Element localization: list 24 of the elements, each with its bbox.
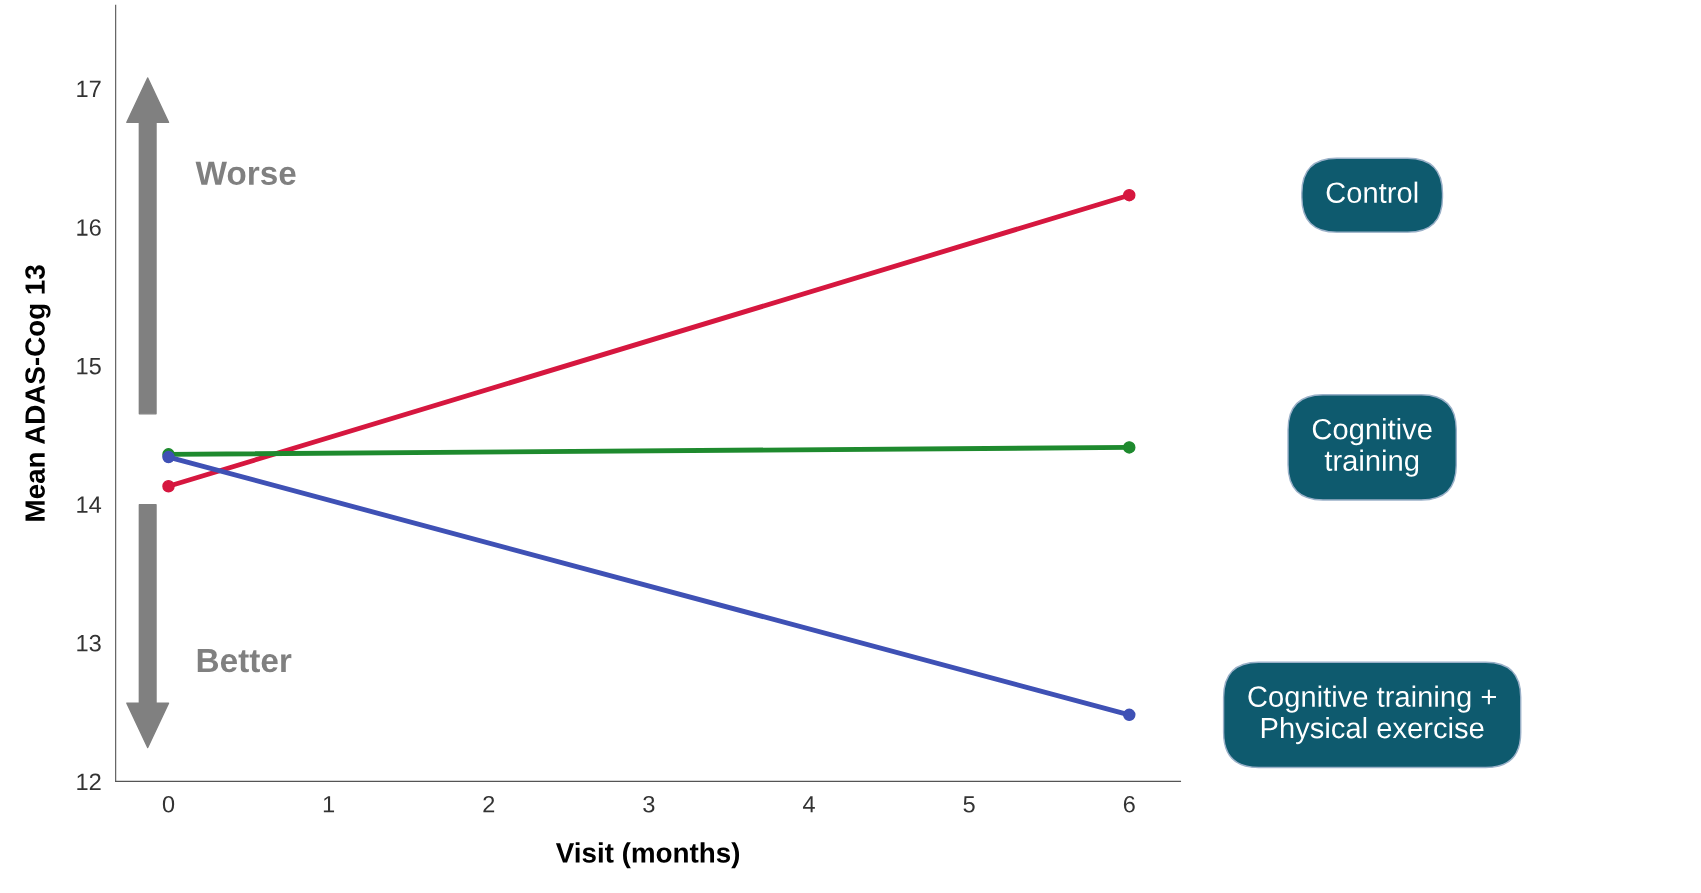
y-tick-label: 13 <box>77 634 101 652</box>
point <box>1123 708 1136 722</box>
x-tick-label: 0 <box>162 795 175 813</box>
x-tick-label: 1 <box>323 796 335 813</box>
x-tick-label: 3 <box>643 795 655 813</box>
y-tick-label: 14 <box>77 496 102 513</box>
y-tick-label: 15 <box>77 357 101 375</box>
y-axis-title: Mean ADAS-Cog 13 <box>25 265 51 521</box>
point <box>162 479 175 493</box>
point <box>1123 441 1136 454</box>
y-tick-label: 16 <box>77 219 101 236</box>
point <box>1123 188 1136 202</box>
y-tick-label: 17 <box>77 80 101 98</box>
x-tick-label: 5 <box>963 796 975 813</box>
x-tick-label: 6 <box>1123 795 1135 813</box>
text: Cognitive training <box>1312 418 1432 477</box>
y-tick-label: 12 <box>77 773 101 790</box>
x-tick-label: 2 <box>483 795 495 813</box>
x-axis-title: Visit (months) <box>555 842 740 869</box>
text: Control <box>1326 181 1418 204</box>
annotation: Better <box>197 649 292 673</box>
annotation: Worse <box>195 161 296 186</box>
x-tick-label: 4 <box>802 796 815 813</box>
text: Cognitive training + Physical exercise <box>1248 685 1496 745</box>
